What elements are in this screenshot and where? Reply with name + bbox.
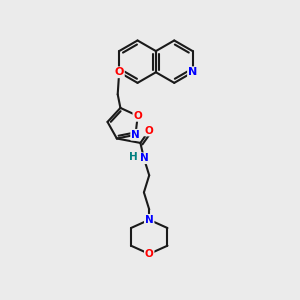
Text: O: O [145, 126, 154, 136]
Text: H: H [129, 152, 138, 162]
Text: N: N [140, 153, 148, 163]
Text: O: O [145, 249, 154, 259]
Text: O: O [115, 67, 124, 77]
Text: N: N [131, 130, 140, 140]
Text: O: O [133, 111, 142, 121]
Text: N: N [145, 215, 154, 225]
Text: N: N [188, 67, 197, 77]
